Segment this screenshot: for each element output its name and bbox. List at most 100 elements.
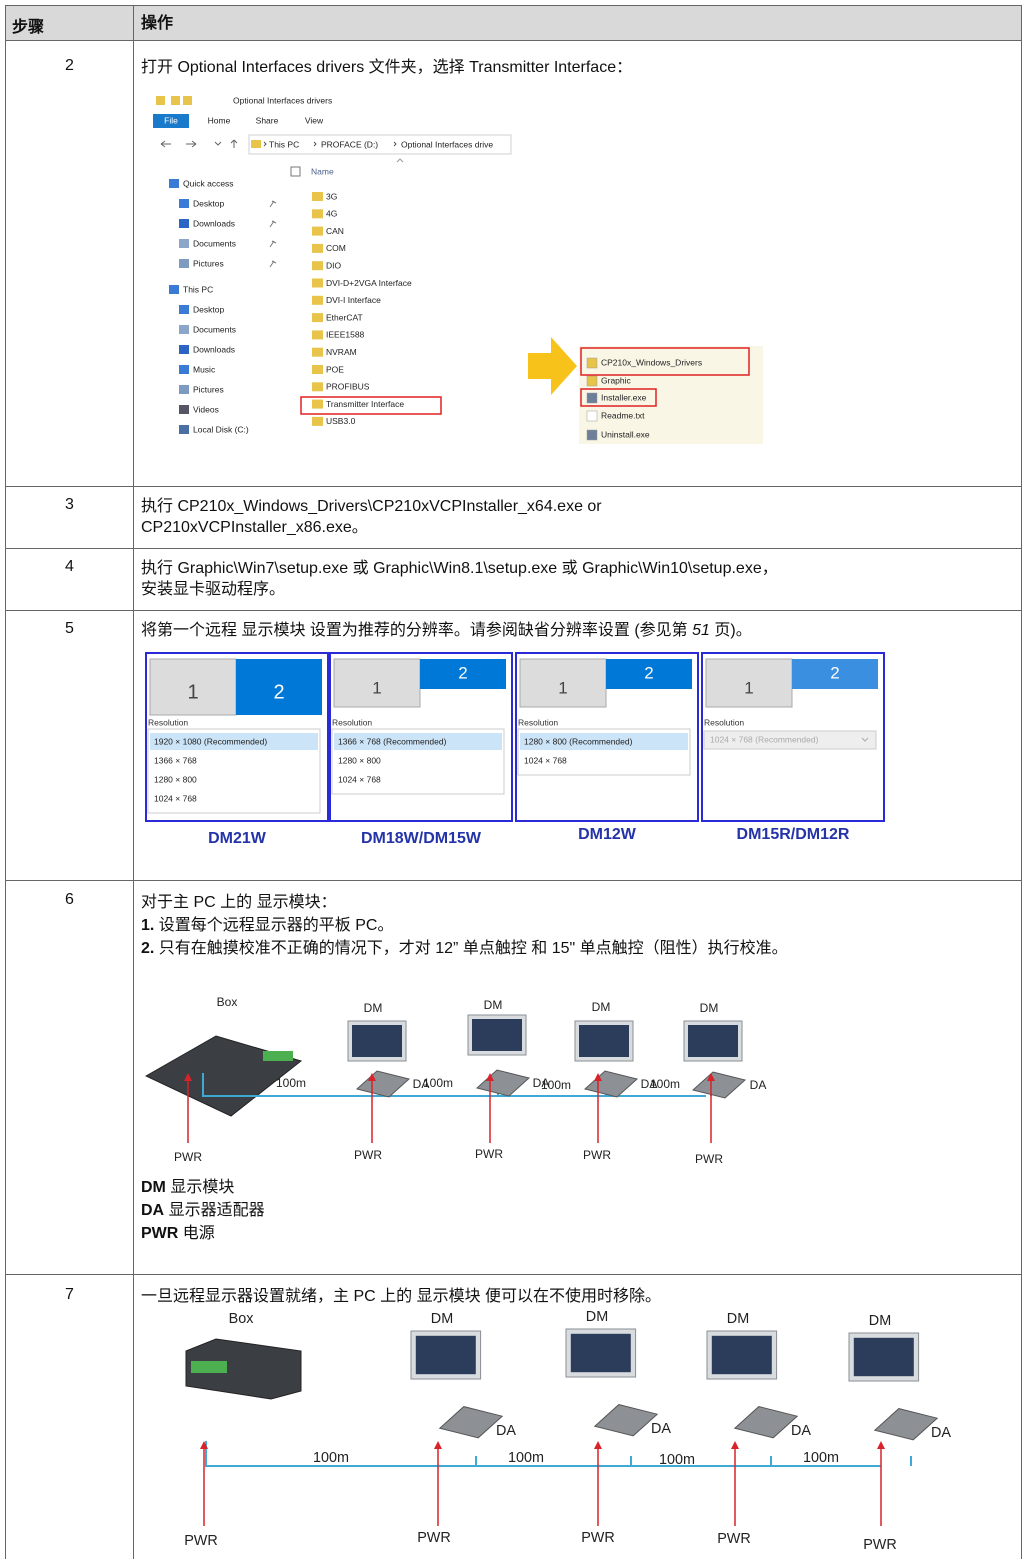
folder-name: 4G xyxy=(326,209,337,219)
monitor-screen xyxy=(415,1335,476,1375)
nav-icon xyxy=(179,325,189,334)
folder-icon xyxy=(312,330,323,340)
file-name: Installer.exe xyxy=(601,392,647,402)
step-text: 一旦远程显示器设置就绪，主 PC 上的 显示模块 便可以在不使用时移除。 xyxy=(141,1288,662,1305)
monitor-tile xyxy=(705,658,793,708)
option: 1024 × 768 xyxy=(524,755,567,765)
monitor-number: 2 xyxy=(458,663,467,682)
legend-term: PWR xyxy=(141,1225,179,1242)
text-line: 执行 Graphic\Win7\setup.exe 或 Graphic\Win8… xyxy=(141,560,778,577)
monitor-screen xyxy=(853,1337,914,1377)
step-number: 4 xyxy=(6,549,134,610)
folder-name: IEEE1588 xyxy=(326,330,365,340)
list-item: 2. 只有在触摸校准不正确的情况下，才对 12” 单点触控 和 15" 单点触控… xyxy=(141,937,1015,960)
folder-icon xyxy=(312,243,323,253)
cable-label: 100m xyxy=(659,1452,695,1468)
titlebar-icon xyxy=(156,96,165,105)
document-table: 步骤 操作 2 打开 Optional Interfaces drivers 文… xyxy=(5,5,1022,1559)
ribbon-tab: View xyxy=(305,115,324,125)
step-text: 打开 Optional Interfaces drivers 文件夹，选择 Tr… xyxy=(141,59,633,76)
option: 1024 × 768 xyxy=(154,793,197,803)
device-label: DA xyxy=(496,1423,516,1439)
box-ports xyxy=(191,1361,227,1373)
arrow-head xyxy=(184,1073,192,1081)
monitor-screen xyxy=(472,1019,522,1051)
adapter xyxy=(593,1404,659,1437)
item-number: 2. xyxy=(141,940,155,957)
adapter xyxy=(873,1408,939,1441)
connection-diagram: Box DM DA 100m DM DA 100m DM DA 100m DM DA 100m PWR PW… xyxy=(184,1309,951,1553)
cable-label: 100m xyxy=(276,1076,306,1090)
device-label: DM xyxy=(727,1311,749,1327)
nav-item: Music xyxy=(193,364,216,374)
item-text: 只有在触摸校准不正确的情况下，才对 12” 单点触控 和 15" 单点触控（阻性… xyxy=(158,940,788,957)
table-row: 2 打开 Optional Interfaces drivers 文件夹，选择 … xyxy=(6,40,1021,486)
device-label: DA xyxy=(641,1077,658,1091)
nav-icon xyxy=(179,239,189,248)
explorer-screenshot: Optional Interfaces drivers File Home Share… xyxy=(151,89,763,459)
item-text: 设置每个远程显示器的平板 PC。 xyxy=(158,917,394,934)
device-label: DM xyxy=(869,1313,891,1329)
nav-item: Local Disk (C:) xyxy=(193,424,249,434)
table-row: 5 将第一个远程 显示模块 设置为推荐的分辨率。请参阅缺省分辨率设置 (参见第 … xyxy=(6,610,1021,880)
step-number: 3 xyxy=(6,487,134,548)
model-label: DM18W/DM15W xyxy=(361,830,482,847)
legend: DM 显示模块 DA 显示器适配器 PWR 电源 xyxy=(141,1176,1015,1245)
panel-border xyxy=(329,652,513,822)
header-cell: 步骤 xyxy=(6,6,134,40)
monitor-screen xyxy=(579,1025,629,1057)
table-row: 3 执行 CP210x_Windows_Drivers\CP210xVCPIns… xyxy=(6,486,1021,548)
monitor-tile xyxy=(606,659,692,689)
monitor-screen xyxy=(570,1333,631,1373)
monitor-screen xyxy=(711,1335,772,1375)
adapter xyxy=(691,1071,747,1099)
address-bar xyxy=(248,134,512,155)
column-header: Name xyxy=(311,166,334,176)
pin-icon xyxy=(269,220,277,228)
folder-name: DVI-D+2VGA Interface xyxy=(326,278,412,288)
ribbon-tab: File xyxy=(164,115,178,125)
arrow-head xyxy=(877,1441,885,1449)
pin-icon xyxy=(269,240,277,248)
path-separator xyxy=(263,141,267,147)
folder-icon xyxy=(312,295,323,305)
monitor-number: 2 xyxy=(830,663,839,682)
option: 1024 × 768 xyxy=(338,774,381,784)
folder-icon xyxy=(312,192,323,201)
page-ref[interactable]: 51 xyxy=(692,622,710,639)
dropdown-value: 1024 × 768 (Recommended) xyxy=(710,734,819,744)
step-number: 5 xyxy=(6,611,134,880)
legend-desc: 显示器适配器 xyxy=(168,1202,265,1219)
option-highlight xyxy=(150,733,318,750)
folder-name: DVI-I Interface xyxy=(326,295,381,305)
text-line: 安装显卡驱动程序。 xyxy=(141,581,286,598)
nav-item: Pictures xyxy=(193,258,224,268)
highlight-box xyxy=(300,396,442,415)
window-title: Optional Interfaces drivers xyxy=(233,95,332,105)
monitor-tile xyxy=(149,658,237,716)
cable xyxy=(205,1441,912,1467)
power-label: PWR xyxy=(184,1533,218,1549)
file-icon xyxy=(586,375,598,387)
folder-icon xyxy=(251,140,261,148)
power-label: PWR xyxy=(695,1152,723,1166)
folder-name: NVRAM xyxy=(326,347,357,357)
nav-icon xyxy=(169,285,179,294)
power-label: PWR xyxy=(475,1147,503,1161)
arrow-head xyxy=(368,1073,376,1081)
step-number: 2 xyxy=(6,41,134,486)
power-label: PWR xyxy=(174,1150,202,1164)
device-label: DM xyxy=(586,1309,608,1325)
folder-name: USB3.0 xyxy=(326,416,356,426)
nav-icon xyxy=(179,365,189,374)
monitor-tile xyxy=(333,658,421,708)
monitor-number: 1 xyxy=(187,681,198,703)
setting-heading: Resolution xyxy=(518,717,558,727)
pin-icon xyxy=(269,260,277,268)
file-icon xyxy=(586,410,598,422)
nav-item: Videos xyxy=(193,404,219,414)
panel-border xyxy=(145,652,329,822)
path-separator xyxy=(393,141,397,147)
device-label: Box xyxy=(217,995,238,1009)
nav-item: Desktop xyxy=(193,198,224,208)
